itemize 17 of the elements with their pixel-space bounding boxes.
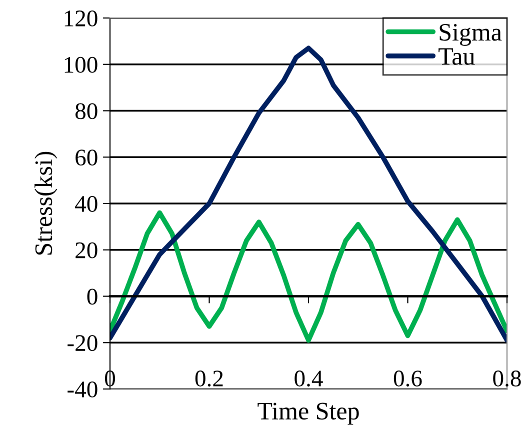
y-tick-label: 0 xyxy=(87,288,98,305)
y-tick-label: 80 xyxy=(75,103,98,120)
y-tick-label: 100 xyxy=(64,56,98,73)
y-tick-label: -40 xyxy=(68,381,98,398)
y-tick-label: 60 xyxy=(76,150,98,166)
x-tick-label: 0.2 xyxy=(195,370,223,387)
legend-label: Tau xyxy=(438,48,475,65)
x-tick-label: 0.8 xyxy=(493,370,521,387)
x-tick-label: 0.4 xyxy=(294,370,323,387)
x-axis-title: Time Step xyxy=(258,402,359,425)
legend-label: Sigma xyxy=(440,24,502,46)
y-tick-label: 20 xyxy=(76,242,98,258)
y-tick-label: 120 xyxy=(64,10,98,26)
y-tick-label: -20 xyxy=(68,335,98,352)
y-tick-label: 40 xyxy=(75,196,98,212)
x-tick-label: 0.6 xyxy=(394,370,422,387)
y-axis-title: Stress(ksi) xyxy=(34,152,58,255)
